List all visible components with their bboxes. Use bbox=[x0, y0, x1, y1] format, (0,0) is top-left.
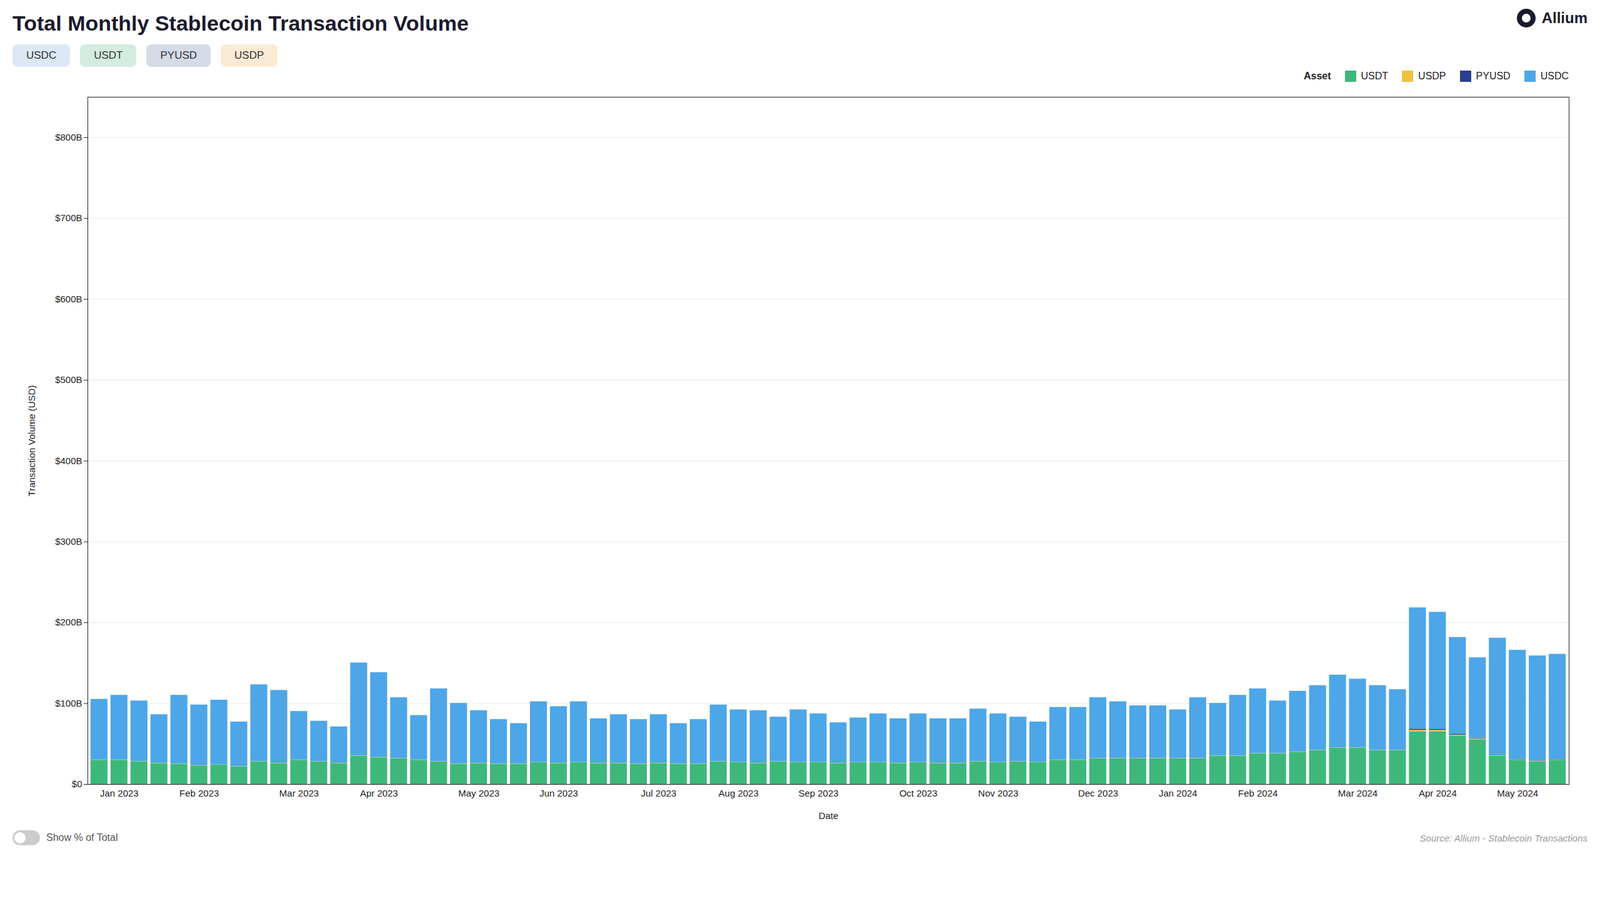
html-text:Asset: Asset bbox=[1303, 70, 1331, 82]
svg-text:May 2024: May 2024 bbox=[1496, 788, 1539, 799]
svg-text:Jul 2023: Jul 2023 bbox=[640, 788, 677, 799]
html-text:USDT: USDT bbox=[1360, 70, 1389, 82]
html-text:Source: Allium - Stablecoin Tr: Source: Allium - Stablecoin Transactions bbox=[1419, 832, 1588, 844]
svg-text:Mar 2023: Mar 2023 bbox=[279, 788, 319, 799]
svg-text:Aug 2023: Aug 2023 bbox=[718, 788, 759, 799]
svg-text:Jun 2023: Jun 2023 bbox=[539, 788, 579, 799]
svg-text:May 2023: May 2023 bbox=[458, 788, 500, 799]
svg-text:$800B: $800B bbox=[55, 131, 82, 143]
html-text:Show % of Total: Show % of Total bbox=[46, 832, 118, 844]
svg-text:$600B: $600B bbox=[55, 293, 82, 305]
svg-text:$200B: $200B bbox=[55, 616, 82, 628]
svg-text:$500B: $500B bbox=[55, 374, 82, 385]
html-text:Total Monthly Stablecoin Trans: Total Monthly Stablecoin Transaction Vol… bbox=[12, 11, 469, 35]
svg-text:Jan 2023: Jan 2023 bbox=[100, 788, 139, 799]
html-text:USDT: USDT bbox=[93, 49, 123, 62]
svg-text:Transaction Volume (USD): Transaction Volume (USD) bbox=[26, 385, 37, 497]
html-text:USDC: USDC bbox=[1540, 70, 1569, 82]
svg-text:Sep 2023: Sep 2023 bbox=[798, 788, 839, 799]
html-text:USDP: USDP bbox=[234, 49, 264, 62]
svg-text:Mar 2024: Mar 2024 bbox=[1338, 788, 1378, 799]
svg-text:Feb 2023: Feb 2023 bbox=[179, 788, 219, 799]
svg-text:$0: $0 bbox=[71, 778, 83, 790]
svg-text:$300B: $300B bbox=[55, 536, 82, 547]
svg-text:Apr 2023: Apr 2023 bbox=[360, 788, 399, 799]
html-text:Allium: Allium bbox=[1541, 9, 1588, 27]
svg-text:$100B: $100B bbox=[55, 698, 82, 709]
svg-text:$700B: $700B bbox=[55, 212, 82, 224]
svg-text:Dec 2023: Dec 2023 bbox=[1078, 788, 1119, 799]
svg-text:Feb 2024: Feb 2024 bbox=[1238, 788, 1278, 799]
svg-text:Date: Date bbox=[818, 810, 839, 822]
svg-text:Oct 2023: Oct 2023 bbox=[899, 788, 938, 799]
html-text:USDC: USDC bbox=[26, 49, 57, 62]
svg-text:Nov 2023: Nov 2023 bbox=[978, 788, 1019, 799]
svg-text:$400B: $400B bbox=[55, 455, 82, 467]
svg-text:Jan 2024: Jan 2024 bbox=[1158, 788, 1198, 799]
html-text:PYUSD: PYUSD bbox=[1475, 70, 1511, 82]
html-text:PYUSD: PYUSD bbox=[160, 49, 197, 62]
html-text:USDP: USDP bbox=[1418, 70, 1446, 82]
svg-text:Apr 2024: Apr 2024 bbox=[1418, 788, 1457, 799]
